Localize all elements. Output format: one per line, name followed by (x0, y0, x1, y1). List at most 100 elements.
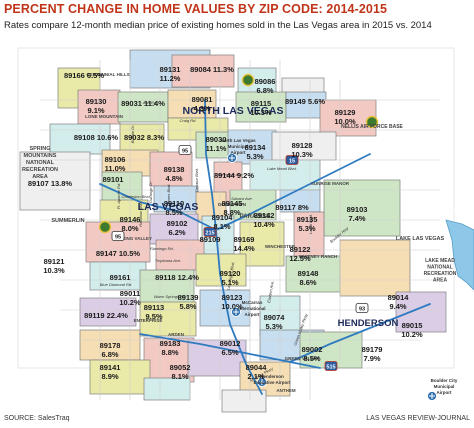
zip-code-89120: 89120 (220, 269, 241, 278)
zip-code-89074: 89074 (264, 313, 286, 322)
street-label-tropicana: Tropicana Ave. (155, 258, 181, 263)
highway-line-1 (215, 153, 371, 231)
zip-change-89130: 9.1% (87, 106, 104, 115)
zip-label-89117: 89117 8% (275, 203, 309, 212)
zip-label-89084: 89084 11.3% (190, 65, 234, 74)
zip-change-89141: 8.9% (101, 372, 118, 381)
zip-change-89148: 8.6% (299, 278, 316, 287)
zip-zone-89103 (85, 221, 151, 263)
zip-change-89086: 6.8% (256, 86, 273, 95)
highway-line-2 (99, 183, 217, 231)
street-label-ann_rd: Ann Rd. (142, 100, 157, 105)
airplane-icon (229, 155, 235, 161)
zip-change-89103: 7.4% (348, 214, 365, 223)
zip-code-89121: 89121 (44, 257, 65, 266)
zip-label-89107: 89107 13.8% (28, 179, 73, 188)
route-shield-label: 95 (115, 235, 121, 241)
place-label-henderson-airport-line: Henderson (260, 374, 284, 379)
place-label-spring-mountains: SPRING MOUNTAINS NATIONAL RECREATION AREA (22, 146, 58, 180)
place-label-enterprise: ENTERPRISE (134, 318, 163, 323)
place-label-centennial_hills: CENTENNIAL HILLS (86, 72, 129, 77)
street-label-flamingo: Flamingo Rd. (150, 246, 174, 251)
street-label-buffalo: Buffalo Dr. (130, 125, 135, 144)
route-shield-label: 215 (205, 231, 214, 237)
zip-label-89147: 89147 10.5% (96, 249, 141, 258)
route-shield-label: 515 (326, 365, 335, 371)
zip-change-89120: 5.1% (221, 278, 238, 287)
zip-label-89108: 89108 10.6% (74, 133, 119, 142)
zip-code-89106: 89106 (105, 155, 126, 164)
place-label-spring-mountains-line: AREA (32, 174, 48, 180)
zip-change-89121: 10.3% (43, 266, 65, 275)
zip-code-89130: 89130 (86, 97, 107, 106)
zip-code-89030: 89030 (206, 135, 227, 144)
zip-code-89086: 89086 (255, 77, 276, 86)
place-label-lake_mead: LAKE MEAD (445, 208, 472, 213)
zip-change-89104: 8.1% (213, 222, 230, 231)
place-label-henderson-airport: Henderson Executive Airport (253, 374, 291, 385)
place-label-mccarran-line: International (238, 306, 265, 311)
place-label-paradise: PARADISE (240, 214, 271, 220)
park-badge-icon (365, 115, 379, 129)
zip-code-89044: 89044 (246, 363, 268, 372)
zip-zone-89148 (285, 255, 347, 293)
place-label-winchester: WINCHESTER (265, 244, 296, 249)
credit-note: LAS VEGAS REVIEW-JOURNAL (366, 415, 470, 422)
zip-code-89015: 89015 (402, 321, 423, 330)
street-label-lake_mead_blvd: Lake Mead Blvd. (267, 166, 297, 171)
zip-change-89178: 6.8% (101, 350, 118, 359)
place-label-las_vegas: LAS VEGAS (138, 201, 199, 213)
zip-change-89044: 2.1% (247, 372, 264, 381)
zip-zone-89014 (139, 269, 195, 307)
place-label-nellis: NELLIS AIR FORCE BASE (341, 124, 403, 130)
place-label-mccarran: McCarran International Airport (238, 300, 265, 317)
zip-zone-89147 (323, 179, 401, 237)
place-label-nlv-airport-line: Airport (231, 150, 247, 155)
map-subtitle: Rates compare 12-month median price of e… (4, 20, 432, 31)
zip-code-89002: 89002 (302, 345, 323, 354)
route-shield-icon (355, 303, 369, 313)
place-label-mccarran-line: McCarran (242, 300, 263, 305)
zip-change-89113: 9.5% (145, 312, 162, 321)
street-label-las_vegas_blvd: Las Vegas Blvd. (226, 261, 236, 290)
place-label-boulder-airport-line: Boulder City (431, 378, 458, 383)
zip-code-89139: 89139 (178, 293, 199, 302)
zip-code-89101: 89101 (103, 175, 124, 184)
zip-change-89052: 8.1% (171, 372, 188, 381)
route-shield-icon (203, 227, 217, 237)
zip-code-map: NORTH LAS VEGAS LAS VEGAS HENDERSON PARADIS… (17, 47, 474, 413)
street-label-rainbow: Rainbow Blvd. (138, 201, 143, 227)
zip-code-89138: 89138 (164, 165, 185, 174)
park-badge-icon (98, 220, 112, 234)
zip-zone-89032 (119, 123, 165, 153)
zip-change-89145: 8.8% (223, 208, 240, 217)
place-label-lone_mountain: LONE MOUNTAIN (85, 114, 123, 119)
lake-mead-water (445, 219, 474, 291)
place-label-henderson: HENDERSON (338, 318, 399, 329)
zip-change-89015: 10.2% (401, 330, 423, 339)
zip-change-89012: 6.5% (221, 348, 238, 357)
zip-change-89128: 10.3% (291, 150, 313, 159)
lake-mead-shape (445, 219, 474, 291)
zip-change-89146: 8.0% (121, 224, 138, 233)
zip-code-89145: 89145 (222, 199, 243, 208)
zip-label-89118: 89118 12.4% (155, 273, 199, 282)
street-label-ft_apache: Ft. Apache Rd. (116, 183, 121, 210)
place-label-nlv-airport: North Las Vegas Municipal Airport (220, 138, 256, 155)
zip-zone-89141 (143, 377, 191, 401)
street-label-durango: Durango Dr. (148, 181, 153, 203)
place-label-lake-mead-nra-line: AREA (433, 278, 448, 284)
place-label-arden: ARDEN (168, 332, 184, 337)
place-label-spring-mountains-line: SPRING (29, 146, 50, 152)
zip-change-89030: 11.1% (206, 144, 227, 153)
zip-change-89135: 5.3% (298, 224, 315, 233)
zip-zone-89081 (167, 89, 217, 119)
place-label-nlv-airport-line: North Las Vegas (220, 138, 256, 143)
zip-zone-89119 (339, 239, 411, 297)
zip-change-89131: 11.2% (160, 74, 181, 83)
place-label-north_las_vegas: NORTH LAS VEGAS (183, 105, 284, 117)
highway-line-4 (289, 303, 431, 363)
zip-zone-89121 (239, 221, 285, 267)
